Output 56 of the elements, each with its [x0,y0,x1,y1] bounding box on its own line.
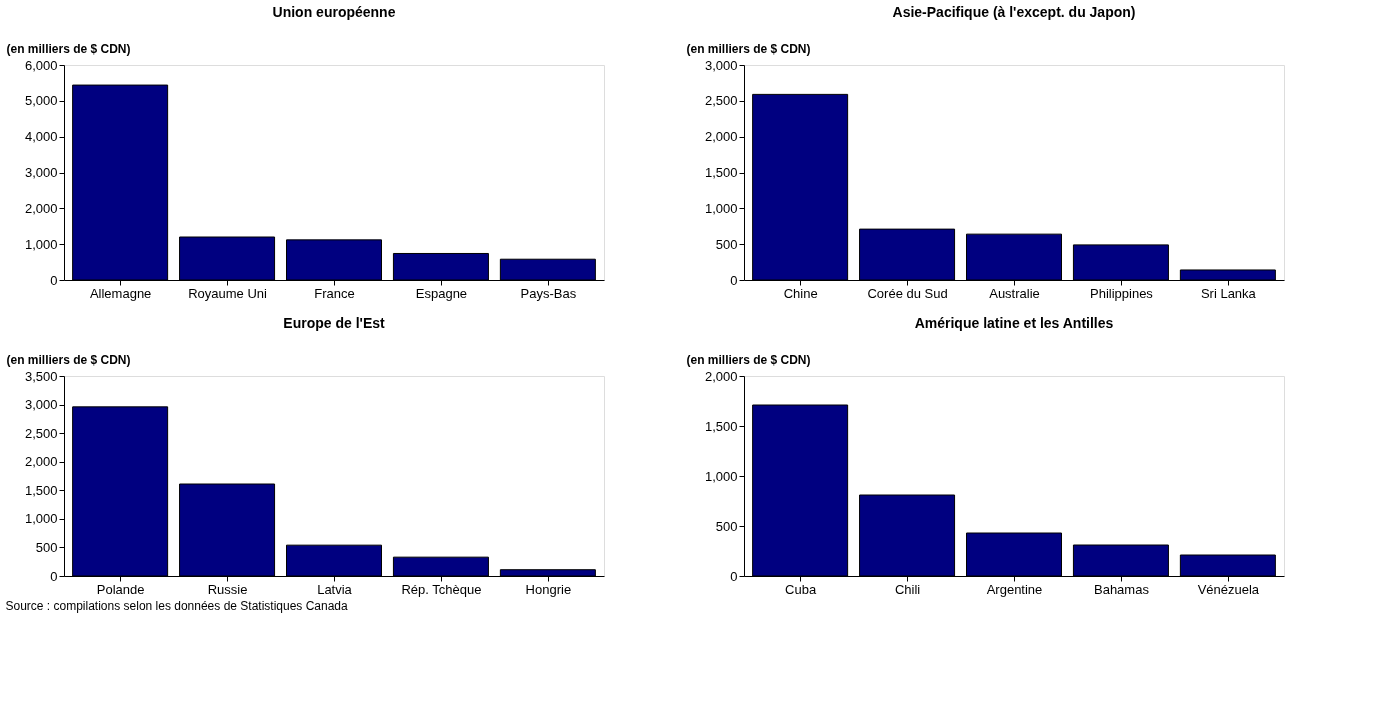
y-tick-label: 4,000 [24,129,58,145]
y-tick-label: 1,500 [704,418,738,434]
source-note: Source : compilations selon les données de Statistiques Canada [5,598,349,613]
y-tick-label: 6,000 [24,57,58,73]
x-tick-label: France [314,285,355,301]
chart-title: Europe de l'Est [283,315,386,331]
y-tick-label: 500 [35,539,58,555]
x-tick-label: Pays-Bas [520,285,577,301]
x-tick-label: Corée du Sud [867,285,948,301]
y-axis-title: (en milliers de $ CDN) [686,352,811,367]
y-tick-label: 2,500 [704,93,738,109]
y-tick-label: 1,000 [704,468,738,484]
y-tick-label: 500 [715,518,738,534]
y-tick-label: 0 [50,272,58,288]
y-tick-label: 3,000 [24,165,58,180]
chart-title: Union européenne [272,4,396,20]
y-tick-label: 1,000 [704,200,738,216]
x-tick-label: Chine [783,285,818,301]
x-tick-label: Bahamas [1093,581,1150,597]
x-tick-label: Hongrie [525,581,572,597]
y-tick-label: 3,000 [704,57,738,73]
y-tick-label: 3,000 [24,397,58,413]
y-axis-title: (en milliers de $ CDN) [6,352,131,367]
x-tick-label: Cuba [785,581,817,597]
y-tick-label: 2,000 [24,454,58,470]
x-tick-label: Russie [207,581,248,597]
y-tick-label: 2,000 [704,368,738,384]
chart-title: Amérique latine et les Antilles [914,315,1114,331]
x-tick-label: Australie [989,285,1040,301]
y-tick-label: 1,500 [24,482,58,498]
y-tick-label: 1,500 [704,165,738,180]
y-tick-label: 5,000 [24,93,58,109]
x-tick-label: Royaume Uni [188,285,268,301]
chart-title: Asie-Pacifique (à l'except. du Japon) [892,4,1136,20]
x-tick-label: Allemagne [89,285,152,301]
x-tick-label: Chili [894,581,921,597]
y-tick-label: 3,500 [24,368,58,384]
x-tick-label: Latvia [317,581,353,597]
y-tick-label: 0 [50,568,58,584]
x-tick-label: Philippines [1089,285,1154,301]
x-tick-label: Polande [96,581,145,597]
y-tick-label: 2,500 [24,425,58,441]
y-tick-label: 0 [730,568,738,584]
y-tick-label: 2,000 [24,200,58,216]
x-tick-label: Sri Lanka [1200,285,1257,301]
y-tick-label: 1,000 [24,236,58,252]
y-axis-title: (en milliers de $ CDN) [6,41,131,56]
y-tick-label: 500 [715,236,738,252]
x-tick-label: Espagne [415,285,468,301]
y-tick-label: 2,000 [704,129,738,145]
x-tick-label: Rép. Tchèque [401,581,482,597]
y-tick-label: 0 [730,272,738,288]
y-axis-title: (en milliers de $ CDN) [686,41,811,56]
y-tick-label: 1,000 [24,511,58,527]
x-tick-label: Argentine [986,581,1043,597]
x-tick-label: Vénézuela [1197,581,1260,597]
